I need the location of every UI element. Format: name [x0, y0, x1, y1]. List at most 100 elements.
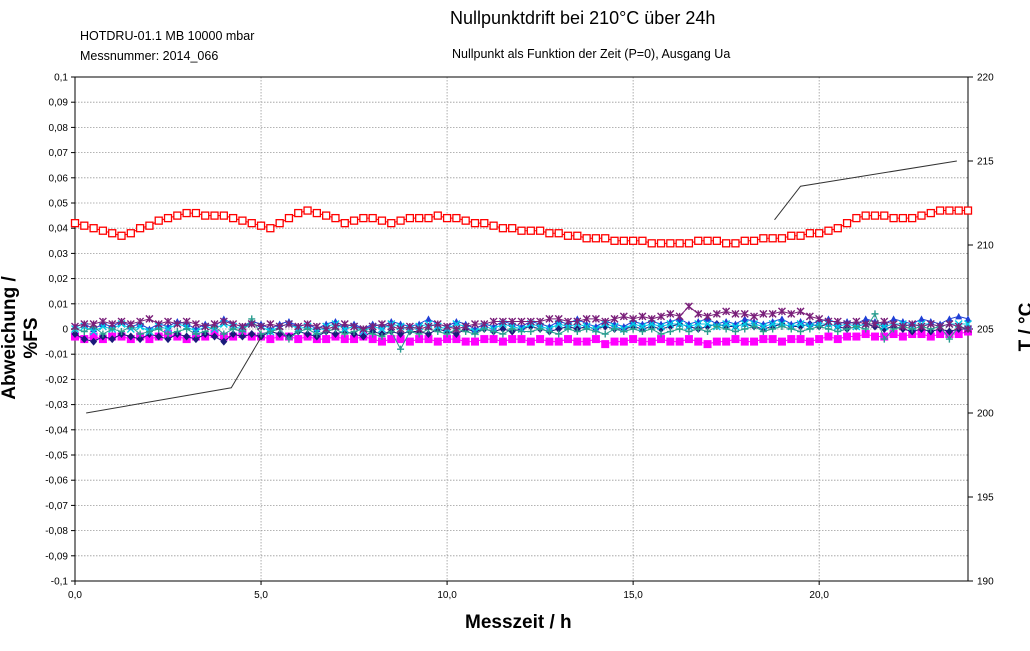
data-point	[843, 319, 852, 328]
data-point	[703, 236, 712, 245]
data-point	[127, 332, 135, 341]
data-point	[712, 337, 721, 346]
data-point	[610, 314, 619, 323]
y2-tick-label: 210	[977, 241, 994, 252]
data-point	[126, 319, 135, 328]
data-point	[210, 319, 219, 328]
data-point	[555, 330, 563, 338]
data-point	[304, 330, 312, 339]
data-point	[80, 319, 89, 328]
data-point	[648, 325, 656, 333]
data-point	[647, 314, 656, 323]
data-point	[433, 211, 442, 220]
data-point	[713, 322, 721, 330]
data-point	[266, 335, 275, 344]
y-tick-label: -0,1	[51, 577, 69, 588]
y2-tick-label: 190	[977, 577, 994, 588]
y2-tick-label: 195	[977, 493, 994, 504]
data-point	[405, 213, 415, 223]
data-point	[824, 317, 833, 326]
data-point	[173, 211, 182, 220]
data-point	[536, 325, 544, 333]
data-point	[555, 325, 563, 333]
data-point	[183, 325, 191, 333]
data-point	[294, 208, 303, 218]
data-point	[731, 335, 740, 344]
data-point	[434, 328, 442, 336]
data-point	[582, 314, 591, 323]
data-point	[759, 234, 768, 243]
data-point	[843, 332, 852, 341]
data-point	[926, 319, 935, 328]
data-point	[731, 239, 740, 248]
data-point	[359, 213, 368, 223]
data-point	[619, 312, 628, 321]
data-point	[377, 319, 386, 328]
data-point	[620, 328, 628, 336]
data-point	[908, 213, 917, 223]
x-tick-label: 15,0	[623, 590, 643, 601]
data-point	[313, 330, 321, 338]
data-point	[461, 216, 470, 225]
data-point	[145, 314, 154, 323]
series-0	[70, 206, 973, 248]
data-point	[796, 231, 805, 240]
data-point	[294, 322, 303, 331]
chart-subtitle: Nullpunkt als Funktion der Zeit (P=0), A…	[452, 47, 731, 61]
data-point	[917, 315, 925, 322]
data-point	[405, 322, 414, 331]
data-point	[833, 335, 842, 344]
data-point	[768, 234, 777, 243]
data-point	[247, 219, 256, 228]
data-point	[145, 328, 153, 336]
data-point	[396, 325, 405, 333]
y-tick-label: 0,01	[49, 299, 69, 310]
data-point	[768, 309, 777, 318]
data-point	[712, 309, 721, 318]
data-point	[777, 307, 786, 316]
data-point	[517, 335, 526, 344]
y-tick-label: 0	[62, 325, 68, 336]
data-point	[945, 315, 953, 322]
data-point	[257, 322, 266, 331]
data-point	[117, 231, 126, 240]
data-point	[275, 322, 284, 331]
data-point	[397, 345, 405, 353]
data-point	[963, 206, 973, 215]
data-point	[498, 337, 507, 346]
data-point	[71, 322, 79, 331]
data-point	[118, 328, 126, 336]
data-point	[870, 332, 879, 341]
data-point	[108, 335, 116, 344]
data-point	[629, 314, 638, 323]
data-point	[954, 206, 963, 215]
data-point	[191, 208, 201, 218]
data-point	[489, 335, 498, 344]
data-point	[591, 314, 600, 323]
data-point	[861, 319, 870, 328]
data-point	[545, 229, 554, 238]
data-point	[331, 322, 340, 331]
data-point	[247, 319, 256, 328]
data-point	[70, 219, 80, 228]
data-point	[322, 325, 331, 333]
data-point	[610, 236, 619, 245]
data-point	[117, 317, 126, 326]
data-point	[582, 234, 591, 243]
data-point	[229, 330, 237, 339]
data-point	[461, 322, 470, 331]
data-point	[563, 231, 573, 240]
data-point	[498, 224, 508, 233]
data-point	[647, 337, 656, 346]
data-point	[163, 213, 173, 223]
data-point	[173, 319, 182, 328]
data-point	[405, 337, 414, 346]
data-point	[136, 317, 145, 326]
data-point	[750, 337, 759, 346]
data-point	[573, 231, 582, 240]
data-point	[685, 328, 693, 336]
series-6	[71, 302, 972, 333]
data-point	[675, 319, 684, 328]
data-point	[815, 335, 824, 344]
data-point	[945, 327, 953, 336]
